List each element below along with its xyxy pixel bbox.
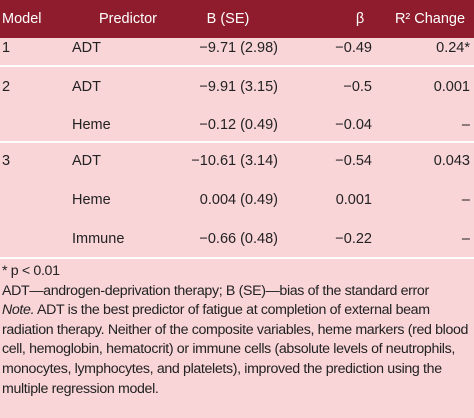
footnotes: * p < 0.01 ADT—androgen-deprivation ther… [2, 262, 472, 399]
table-cell: Heme [72, 192, 111, 208]
table-cell: 0.001 [335, 192, 372, 208]
table-cell: – [461, 231, 470, 247]
significance-note: * p < 0.01 [2, 263, 60, 279]
note: Note. ADT is the best predictor of fatig… [2, 301, 472, 399]
table-cell: 3 [2, 153, 11, 169]
table-cell: ADT [72, 40, 101, 56]
table-cell: Immune [72, 231, 125, 247]
table-cell: −10.61 (3.14) [191, 153, 278, 169]
table-cell: −9.71 (2.98) [199, 40, 278, 56]
group-divider [0, 257, 474, 259]
table-cell: −0.5 [343, 79, 372, 95]
table-cell: – [461, 192, 470, 208]
table-cell: ADT [72, 153, 101, 169]
table-cell: 1 [2, 40, 11, 56]
group-divider [0, 65, 474, 67]
table-cell: −0.66 (0.48) [199, 231, 278, 247]
table-cell: −0.49 [335, 40, 372, 56]
table-cell: Heme [72, 117, 111, 133]
table-cell: −0.04 [335, 117, 372, 133]
table-cell: 2 [2, 79, 11, 95]
table-cell: – [461, 117, 470, 133]
abbreviations-note: ADT—androgen-deprivation therapy; B (SE)… [2, 282, 429, 299]
table-cell: 0.24* [436, 40, 470, 56]
table-cell: −9.91 (3.15) [199, 79, 278, 95]
table-cell: 0.043 [433, 153, 470, 169]
group-divider [0, 141, 474, 143]
table-cell: −0.12 (0.49) [199, 117, 278, 133]
header-cell: R² Change [394, 11, 466, 27]
note-text: ADT is the best predictor of fatigue at … [2, 302, 469, 397]
table-cell: ADT [72, 79, 101, 95]
table-cell: 0.004 (0.49) [199, 192, 278, 208]
header-cell: B (SE) [206, 11, 250, 27]
table-cell: −0.54 [335, 153, 372, 169]
header-cell: Predictor [98, 11, 158, 27]
header-cell: Model [2, 11, 42, 27]
table-cell: −0.22 [335, 231, 372, 247]
note-label: Note. [2, 302, 35, 319]
table-cell: 0.001 [433, 79, 470, 95]
header-cell: β [355, 11, 365, 27]
header-row: Model Predictor B (SE) β R² Change [0, 0, 474, 38]
